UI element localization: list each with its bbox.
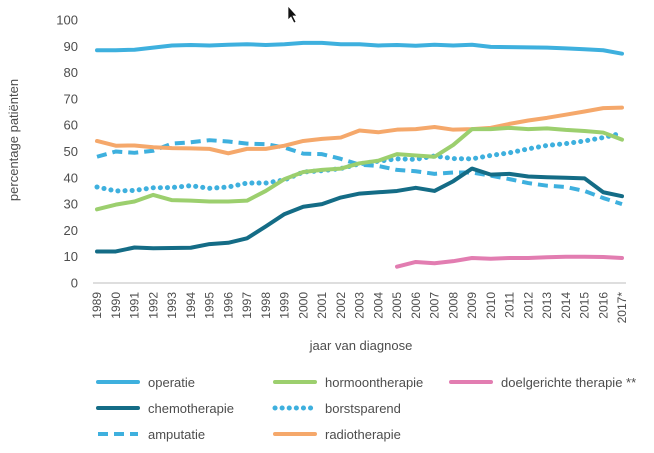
- series-line-amputatie: [96, 138, 623, 207]
- y-tick-label: 60: [64, 118, 78, 133]
- legend-label: amputatie: [148, 427, 205, 442]
- legend-label: operatie: [148, 375, 195, 390]
- x-tick-label: 1999: [278, 292, 292, 319]
- x-tick-label: 1994: [184, 292, 198, 319]
- x-tick-label: 2012: [521, 292, 535, 319]
- legend-label: borstsparend: [325, 401, 401, 416]
- x-tick-label: 1997: [240, 292, 254, 319]
- series-line-radiotherapie: [95, 105, 624, 156]
- x-tick-label: 2002: [334, 292, 348, 319]
- legend-label: doelgerichte therapie **: [501, 375, 636, 390]
- x-tick-label: 2001: [315, 292, 329, 319]
- x-tick-label: 2011: [503, 292, 517, 318]
- y-tick-label: 20: [64, 223, 78, 238]
- x-tick-label: 1992: [146, 292, 160, 319]
- x-tick-label: 2004: [371, 292, 385, 319]
- y-axis-tick-labels: 0 10 20 30 40 50 60 70 80 90 100: [56, 13, 78, 291]
- x-tick-label: 2013: [540, 292, 554, 319]
- x-tick-label: 2014: [559, 292, 573, 319]
- x-tick-label: 1989: [90, 292, 104, 319]
- x-tick-label: 2003: [353, 292, 367, 319]
- series-line-operatie: [95, 40, 624, 56]
- x-tick-label: 1995: [203, 292, 217, 319]
- y-tick-label: 80: [64, 65, 78, 80]
- x-tick-label: 2000: [296, 292, 310, 319]
- y-axis-label: percentage patiënten: [6, 79, 21, 201]
- x-tick-label: 1996: [221, 292, 235, 319]
- y-tick-label: 100: [56, 13, 78, 28]
- series-line-hormoontherapie: [95, 125, 624, 212]
- x-tick-label: 1998: [259, 292, 273, 319]
- x-axis-label: jaar van diagnose: [309, 338, 413, 353]
- series-lines: [94, 40, 625, 269]
- legend: operatie chemotherapie amputatie hormoonthe…: [96, 375, 636, 442]
- y-tick-label: 0: [71, 276, 78, 291]
- x-tick-label: 2007: [428, 292, 442, 319]
- x-tick-label: 2008: [446, 292, 460, 319]
- y-tick-label: 40: [64, 170, 78, 185]
- x-tick-label: 2005: [390, 292, 404, 319]
- x-tick-label: 2010: [484, 292, 498, 319]
- x-tick-label: 2017*: [615, 292, 629, 324]
- y-tick-label: 90: [64, 39, 78, 54]
- y-tick-label: 10: [64, 249, 78, 264]
- x-tick-label: 2009: [465, 292, 479, 319]
- x-axis-tick-labels: 1989 1990 1991 1992 1993 1994 1995 1996 1997 1998…: [90, 292, 629, 324]
- x-tick-label: 1991: [128, 292, 142, 319]
- x-tick-label: 2016: [596, 292, 610, 319]
- series-line-doelgerichte-therapie: [395, 254, 624, 269]
- legend-label: radiotherapie: [325, 427, 401, 442]
- y-tick-label: 70: [64, 91, 78, 106]
- mouse-cursor-icon: [287, 5, 298, 24]
- x-tick-label: 1990: [109, 292, 123, 319]
- x-tick-label: 2015: [578, 292, 592, 319]
- x-tick-label: 1993: [165, 292, 179, 319]
- y-tick-label: 30: [64, 197, 78, 212]
- series-line-chemotherapie: [95, 166, 624, 254]
- y-tick-label: 50: [64, 144, 78, 159]
- legend-label: chemotherapie: [148, 401, 234, 416]
- x-tick-label: 2006: [409, 292, 423, 319]
- legend-label: hormoontherapie: [325, 375, 423, 390]
